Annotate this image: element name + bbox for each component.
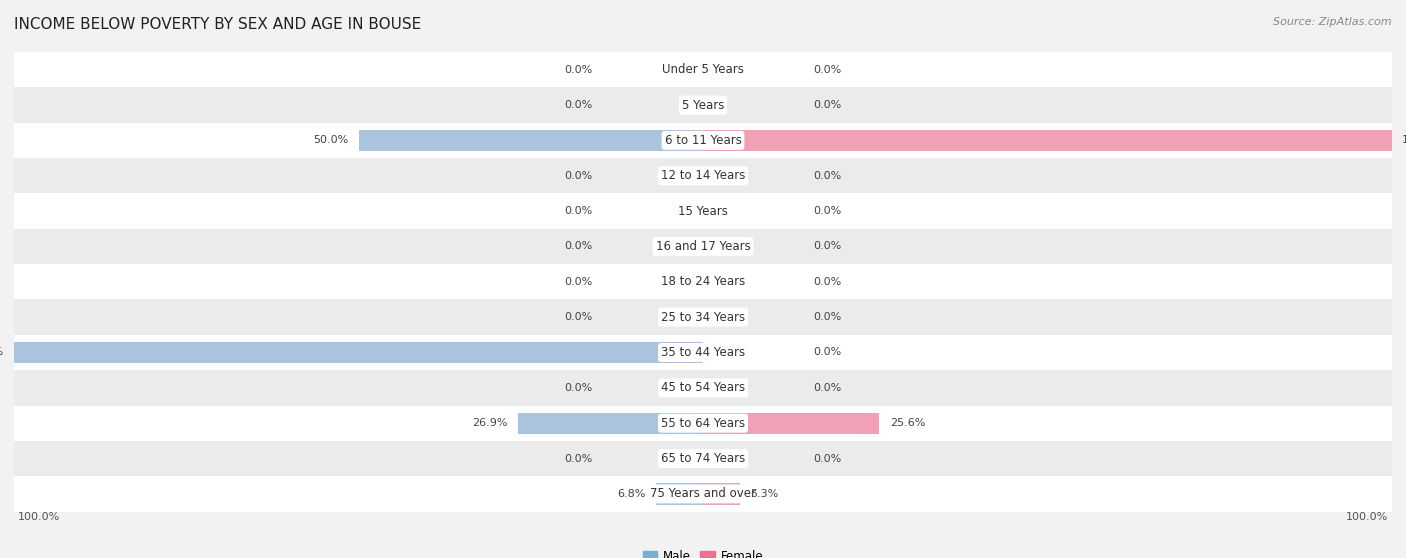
Bar xyxy=(14,52,1392,88)
Bar xyxy=(657,483,703,504)
Text: 0.0%: 0.0% xyxy=(565,454,593,464)
Text: 0.0%: 0.0% xyxy=(813,454,841,464)
Text: 0.0%: 0.0% xyxy=(565,65,593,75)
Text: 0.0%: 0.0% xyxy=(565,100,593,110)
Text: 12 to 14 Years: 12 to 14 Years xyxy=(661,169,745,182)
Bar xyxy=(14,441,1392,476)
Text: 0.0%: 0.0% xyxy=(813,100,841,110)
Bar xyxy=(703,130,1392,151)
Text: 50.0%: 50.0% xyxy=(314,136,349,146)
Text: 15 Years: 15 Years xyxy=(678,205,728,218)
Bar xyxy=(14,335,1392,370)
Text: 100.0%: 100.0% xyxy=(17,512,59,522)
Text: 0.0%: 0.0% xyxy=(565,383,593,393)
Legend: Male, Female: Male, Female xyxy=(638,545,768,558)
Text: 6 to 11 Years: 6 to 11 Years xyxy=(665,134,741,147)
Text: 0.0%: 0.0% xyxy=(813,65,841,75)
Bar xyxy=(517,412,703,434)
Text: 0.0%: 0.0% xyxy=(565,171,593,181)
Text: 25 to 34 Years: 25 to 34 Years xyxy=(661,311,745,324)
Text: 0.0%: 0.0% xyxy=(813,348,841,358)
Text: 26.9%: 26.9% xyxy=(472,418,508,428)
Text: 55 to 64 Years: 55 to 64 Years xyxy=(661,417,745,430)
Text: 0.0%: 0.0% xyxy=(565,312,593,322)
Text: 0.0%: 0.0% xyxy=(565,206,593,216)
Bar xyxy=(14,194,1392,229)
Bar xyxy=(14,300,1392,335)
Bar xyxy=(14,264,1392,300)
Text: 0.0%: 0.0% xyxy=(813,242,841,252)
Text: 5.3%: 5.3% xyxy=(749,489,778,499)
Text: 75 Years and over: 75 Years and over xyxy=(650,488,756,501)
Bar xyxy=(14,342,703,363)
Text: 0.0%: 0.0% xyxy=(565,277,593,287)
Text: 100.0%: 100.0% xyxy=(1402,136,1406,146)
Text: 0.0%: 0.0% xyxy=(813,206,841,216)
Bar xyxy=(14,158,1392,194)
Text: 100.0%: 100.0% xyxy=(1347,512,1389,522)
Bar xyxy=(703,483,740,504)
Text: Under 5 Years: Under 5 Years xyxy=(662,63,744,76)
Text: 45 to 54 Years: 45 to 54 Years xyxy=(661,381,745,395)
Bar xyxy=(14,476,1392,512)
Bar xyxy=(359,130,703,151)
Text: 0.0%: 0.0% xyxy=(813,171,841,181)
Text: 6.8%: 6.8% xyxy=(617,489,645,499)
Bar xyxy=(14,370,1392,406)
Text: Source: ZipAtlas.com: Source: ZipAtlas.com xyxy=(1274,17,1392,27)
Text: 0.0%: 0.0% xyxy=(813,312,841,322)
Text: 25.6%: 25.6% xyxy=(890,418,925,428)
Text: 0.0%: 0.0% xyxy=(813,277,841,287)
Text: 35 to 44 Years: 35 to 44 Years xyxy=(661,346,745,359)
Text: 0.0%: 0.0% xyxy=(565,242,593,252)
Bar xyxy=(14,88,1392,123)
Text: 0.0%: 0.0% xyxy=(813,383,841,393)
Text: 100.0%: 100.0% xyxy=(0,348,4,358)
Text: 65 to 74 Years: 65 to 74 Years xyxy=(661,452,745,465)
Text: 16 and 17 Years: 16 and 17 Years xyxy=(655,240,751,253)
Bar xyxy=(14,406,1392,441)
Bar xyxy=(14,123,1392,158)
Text: 5 Years: 5 Years xyxy=(682,99,724,112)
Bar xyxy=(703,412,879,434)
Text: 18 to 24 Years: 18 to 24 Years xyxy=(661,275,745,288)
Text: INCOME BELOW POVERTY BY SEX AND AGE IN BOUSE: INCOME BELOW POVERTY BY SEX AND AGE IN B… xyxy=(14,17,422,32)
Bar xyxy=(14,229,1392,264)
